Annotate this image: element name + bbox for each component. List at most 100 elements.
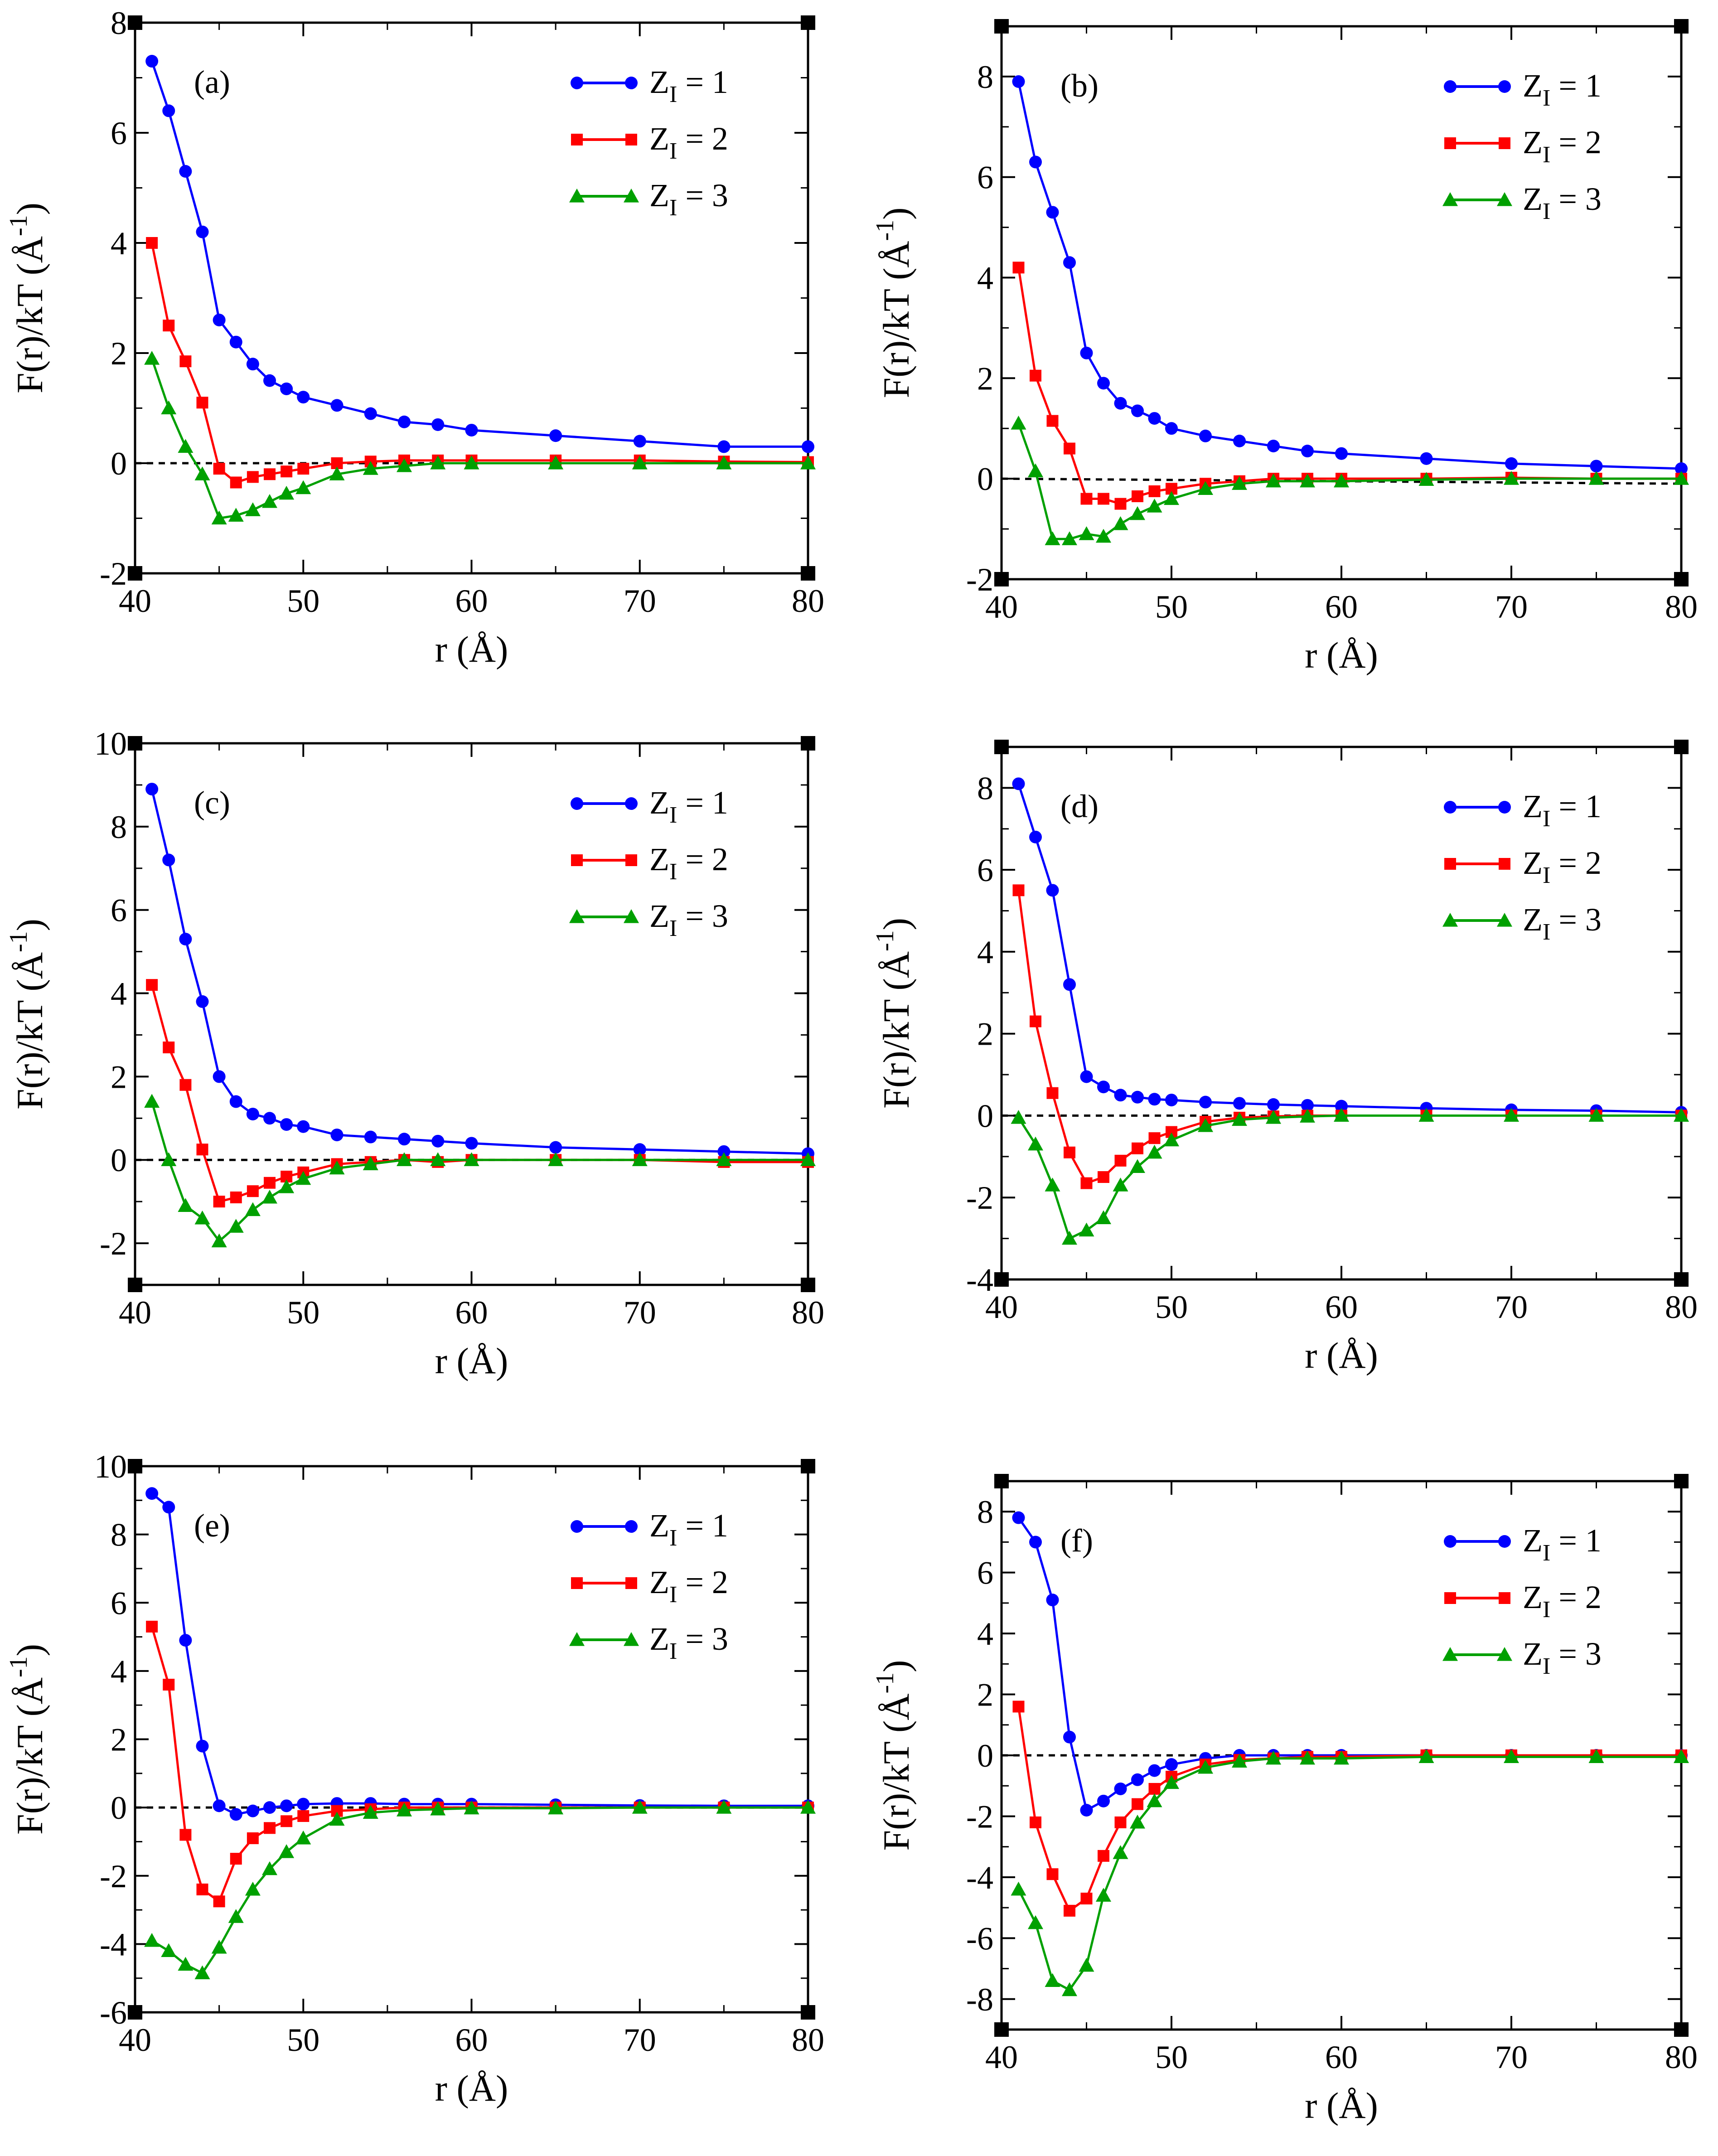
legend-label-value: = 1 xyxy=(677,64,728,100)
data-point xyxy=(196,1883,208,1895)
data-point xyxy=(1028,1915,1043,1929)
data-point xyxy=(1097,1794,1110,1807)
data-point xyxy=(281,465,293,478)
data-point xyxy=(1199,1095,1212,1109)
data-point xyxy=(162,1501,175,1514)
data-point xyxy=(548,1800,564,1815)
x-tick-label: 50 xyxy=(1155,2039,1188,2075)
y-axis-label-exponent: -1 xyxy=(871,1672,899,1694)
data-point xyxy=(196,225,209,238)
data-point xyxy=(1675,462,1688,475)
data-point xyxy=(145,1487,159,1500)
x-tick-label: 40 xyxy=(119,1294,151,1331)
data-point xyxy=(716,455,732,470)
legend-marker xyxy=(1498,1535,1511,1548)
series-line xyxy=(150,358,808,520)
data-point xyxy=(1301,445,1314,458)
legend-label-subscript: I xyxy=(1543,1540,1550,1566)
data-point xyxy=(1130,1159,1145,1173)
data-point xyxy=(1335,447,1348,460)
legend-marker xyxy=(1499,858,1510,870)
plot-frame xyxy=(134,1465,809,2014)
y-tick-label: -8 xyxy=(966,1982,993,2018)
data-point xyxy=(632,1152,648,1166)
y-axis-label-exponent: -1 xyxy=(5,215,33,236)
data-point xyxy=(163,1042,175,1054)
data-point xyxy=(194,1965,210,1979)
x-tick-label: 60 xyxy=(1325,1289,1358,1325)
data-point xyxy=(162,104,175,117)
data-point xyxy=(1504,471,1519,485)
legend-label-subscript: I xyxy=(669,859,677,885)
y-tick-label: -2 xyxy=(100,1858,127,1894)
data-point xyxy=(1114,1089,1127,1102)
legend-marker xyxy=(1497,913,1512,927)
y-tick-label: 2 xyxy=(977,1016,993,1052)
plot-frame xyxy=(1000,746,1683,1281)
data-point xyxy=(1046,1087,1059,1099)
x-tick-label: 60 xyxy=(455,2022,488,2058)
legend-label-value: = 2 xyxy=(1550,124,1602,160)
series-line xyxy=(150,1626,808,1904)
legend-label-base: Z xyxy=(1523,1579,1543,1615)
panel-label: (a) xyxy=(194,64,230,100)
data-point xyxy=(196,1143,208,1156)
data-point xyxy=(245,1202,261,1216)
legend-label-base: Z xyxy=(1523,1522,1543,1559)
data-point xyxy=(297,1797,310,1811)
data-point xyxy=(632,455,648,470)
data-point xyxy=(161,1152,177,1166)
panel-label: (e) xyxy=(194,1507,230,1544)
data-point xyxy=(297,463,310,475)
legend-marker xyxy=(1444,137,1456,149)
y-tick-label: -2 xyxy=(966,1798,993,1835)
x-tick-label: 70 xyxy=(624,2022,656,2058)
data-point xyxy=(1114,1782,1127,1795)
plot-frame xyxy=(134,21,809,575)
data-point xyxy=(230,1853,242,1865)
data-point xyxy=(1130,506,1145,520)
legend-marker xyxy=(1499,137,1510,149)
data-point xyxy=(1147,1144,1162,1159)
y-tick-label: 8 xyxy=(977,770,993,806)
legend-label: ZI = 3 xyxy=(1523,901,1602,945)
data-point xyxy=(144,1933,160,1947)
data-point xyxy=(144,1094,160,1108)
chart-panel: 40 50 60 70 80 -6 -4 -2 0 2 4 6 8 10 r (Å) F(r)/kT (Å-1… xyxy=(5,1449,824,2109)
data-point xyxy=(247,1185,259,1197)
data-point xyxy=(1588,1749,1604,1763)
x-tick-label: 70 xyxy=(1495,2039,1528,2075)
data-point xyxy=(1063,1730,1076,1744)
y-axis-label-exponent: -1 xyxy=(5,1656,33,1677)
data-point xyxy=(161,1943,177,1957)
x-tick-label: 70 xyxy=(624,1294,656,1331)
y-tick-label: 8 xyxy=(111,1517,127,1553)
data-point xyxy=(1096,528,1111,543)
data-point xyxy=(1064,442,1075,455)
data-point xyxy=(1114,498,1127,510)
data-point xyxy=(295,1171,311,1185)
legend-label-base: Z xyxy=(1523,788,1543,824)
legend-label-base: Z xyxy=(649,1564,669,1600)
data-point xyxy=(263,374,276,387)
data-point xyxy=(1148,485,1161,497)
x-tick-label: 50 xyxy=(287,1294,319,1331)
y-tick-label: -2 xyxy=(100,556,127,592)
legend-marker xyxy=(625,1520,638,1533)
y-tick-label: 4 xyxy=(977,1616,993,1652)
data-point xyxy=(1063,978,1076,991)
y-tick-label: 8 xyxy=(977,59,993,95)
y-tick-label: 6 xyxy=(977,1555,993,1591)
data-point xyxy=(363,1156,378,1171)
data-point xyxy=(1062,1231,1077,1245)
data-point xyxy=(363,1805,378,1819)
data-point xyxy=(297,1120,310,1133)
data-point xyxy=(1029,1536,1042,1549)
series-line xyxy=(150,1101,808,1243)
data-point xyxy=(1131,404,1144,417)
y-tick-label: 2 xyxy=(111,335,127,372)
legend-marker xyxy=(1499,1592,1510,1604)
data-point xyxy=(465,424,478,437)
data-point xyxy=(1164,1132,1179,1147)
y-tick-label: 2 xyxy=(977,360,993,397)
